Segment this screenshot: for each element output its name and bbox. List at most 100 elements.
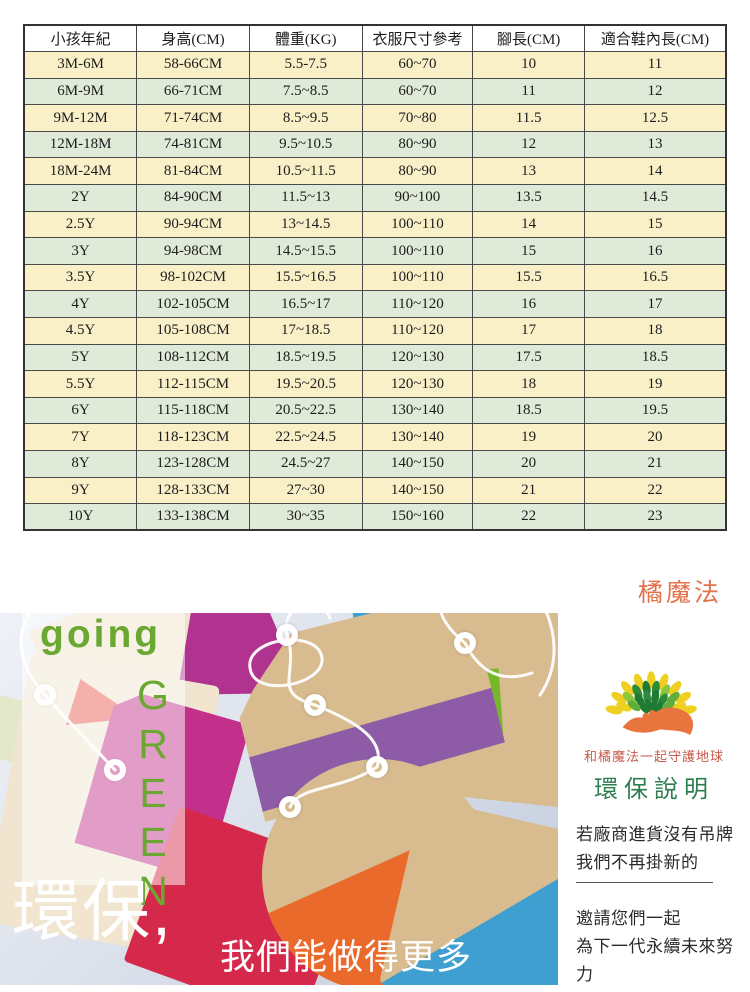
table-cell: 2Y <box>23 184 138 212</box>
table-cell: 74-81CM <box>136 130 250 159</box>
table-cell: 14 <box>583 157 727 186</box>
column-header: 身高(CM) <box>136 24 250 53</box>
table-cell: 130~140 <box>361 423 474 451</box>
table-cell: 17~18.5 <box>248 317 363 345</box>
table-cell: 118-123CM <box>136 423 250 451</box>
table-cell: 11.5~13 <box>248 184 363 212</box>
table-cell: 133-138CM <box>136 503 250 531</box>
table-row: 4Y 102-105CM 16.5~17 110~120 16 17 <box>23 290 727 319</box>
table-cell: 14.5 <box>583 184 727 212</box>
table-row: 2Y 84-90CM 11.5~13 90~100 13.5 14.5 <box>23 184 727 212</box>
table-row: 5Y 108-112CM 18.5~19.5 120~130 17.5 18.5 <box>23 343 727 372</box>
leaf-fan-hand-logo-icon <box>605 671 697 735</box>
column-header: 小孩年紀 <box>23 24 138 53</box>
tag-eyelet <box>366 756 388 778</box>
table-cell: 14.5~15.5 <box>248 237 363 265</box>
table-cell: 22.5~24.5 <box>248 423 363 451</box>
table-cell: 18 <box>472 370 585 398</box>
table-cell: 108-112CM <box>136 343 250 372</box>
table-row: 3M-6M 58-66CM 5.5-7.5 60~70 10 11 <box>23 51 727 79</box>
hand-icon <box>622 707 694 735</box>
table-cell: 123-128CM <box>136 450 250 478</box>
table-cell: 8Y <box>23 450 138 478</box>
table-cell: 105-108CM <box>136 317 250 345</box>
table-cell: 15.5~16.5 <box>248 263 363 292</box>
table-cell: 110~120 <box>361 317 474 345</box>
table-cell: 5.5-7.5 <box>248 51 363 79</box>
leaf-fan <box>605 671 697 715</box>
table-cell: 19 <box>472 423 585 451</box>
table-cell: 60~70 <box>361 77 474 106</box>
table-row: 9M-12M 71-74CM 8.5~9.5 70~80 11.5 12.5 <box>23 104 727 132</box>
table-cell: 5.5Y <box>23 370 138 398</box>
table-cell: 130~140 <box>361 396 474 425</box>
table-cell: 19.5 <box>583 396 727 425</box>
header-row: 小孩年紀 身高(CM) 體重(KG) 衣服尺寸參考 腳長(CM) 適合鞋內長(CM) <box>23 24 727 53</box>
table-row: 12M-18M 74-81CM 9.5~10.5 80~90 12 13 <box>23 130 727 159</box>
eco-panel: 和橘魔法一起守護地球 環保說明 若廠商進貨沒有吊牌 我們不再掛新的 邀請您們一起… <box>558 613 750 992</box>
table-cell: 18.5~19.5 <box>248 343 363 372</box>
table-cell: 84-90CM <box>136 184 250 212</box>
table-cell: 7Y <box>23 423 138 451</box>
table-cell: 12M-18M <box>23 130 138 159</box>
table-cell: 115-118CM <box>136 396 250 425</box>
table-cell: 120~130 <box>361 343 474 372</box>
table-cell: 140~150 <box>361 450 474 478</box>
table-cell: 98-102CM <box>136 263 250 292</box>
table-row: 6M-9M 66-71CM 7.5~8.5 60~70 11 12 <box>23 77 727 106</box>
size-chart-table: 小孩年紀 身高(CM) 體重(KG) 衣服尺寸參考 腳長(CM) 適合鞋內長(CM) 3M… <box>23 24 727 532</box>
poster-subheadline: 我們能做得更多 <box>220 938 473 977</box>
table-cell: 22 <box>583 476 727 505</box>
green-letter: E <box>139 770 167 816</box>
table-cell: 3.5Y <box>23 263 138 292</box>
table-cell: 15.5 <box>472 263 585 292</box>
table-cell: 2.5Y <box>23 210 138 239</box>
table-row: 7Y 118-123CM 22.5~24.5 130~140 19 20 <box>23 423 727 451</box>
table-cell: 60~70 <box>361 51 474 79</box>
eco-line-4: 為下一代永續未來努力 <box>576 937 734 984</box>
table-cell: 5Y <box>23 343 138 372</box>
table-cell: 100~110 <box>361 237 474 265</box>
tag-eyelet <box>304 694 326 716</box>
table-cell: 20.5~22.5 <box>248 396 363 425</box>
table-cell: 140~150 <box>361 476 474 505</box>
table-cell: 13 <box>472 157 585 186</box>
table-cell: 16.5~17 <box>248 290 363 319</box>
table-cell: 112-115CM <box>136 370 250 398</box>
table-cell: 19.5~20.5 <box>248 370 363 398</box>
column-header: 腳長(CM) <box>472 24 585 53</box>
white-overlay-band <box>22 613 185 885</box>
table-cell: 70~80 <box>361 104 474 132</box>
table-row: 2.5Y 90-94CM 13~14.5 100~110 14 15 <box>23 210 727 239</box>
table-cell: 102-105CM <box>136 290 250 319</box>
table-cell: 8.5~9.5 <box>248 104 363 132</box>
table-cell: 21 <box>583 450 727 478</box>
table-cell: 30~35 <box>248 503 363 531</box>
table-cell: 90~100 <box>361 184 474 212</box>
table-row: 10Y 133-138CM 30~35 150~160 22 23 <box>23 503 727 531</box>
eco-body-text: 若廠商進貨沒有吊牌 我們不再掛新的 邀請您們一起 為下一代永續未來努力 <box>576 821 750 989</box>
table-cell: 18.5 <box>583 343 727 372</box>
table-cell: 7.5~8.5 <box>248 77 363 106</box>
table-cell: 12 <box>583 77 727 106</box>
table-cell: 12 <box>472 130 585 159</box>
table-cell: 10 <box>472 51 585 79</box>
table-cell: 3Y <box>23 237 138 265</box>
size-chart-body: 3M-6M 58-66CM 5.5-7.5 60~70 10 11 6M-9M 66-71CM… <box>23 51 727 531</box>
eco-title: 環保說明 <box>594 776 714 803</box>
green-vertical-text: G R E E N <box>130 671 176 916</box>
table-cell: 16.5 <box>583 263 727 292</box>
size-chart-header: 小孩年紀 身高(CM) 體重(KG) 衣服尺寸參考 腳長(CM) 適合鞋內長(CM) <box>23 24 727 53</box>
table-row: 9Y 128-133CM 27~30 140~150 21 22 <box>23 476 727 505</box>
table-cell: 4Y <box>23 290 138 319</box>
green-letter: E <box>139 819 167 865</box>
table-cell: 120~130 <box>361 370 474 398</box>
table-cell: 18M-24M <box>23 157 138 186</box>
table-cell: 9Y <box>23 476 138 505</box>
table-cell: 11 <box>472 77 585 106</box>
table-cell: 66-71CM <box>136 77 250 106</box>
table-cell: 128-133CM <box>136 476 250 505</box>
table-row: 3.5Y 98-102CM 15.5~16.5 100~110 15.5 16.5 <box>23 263 727 292</box>
table-cell: 6Y <box>23 396 138 425</box>
